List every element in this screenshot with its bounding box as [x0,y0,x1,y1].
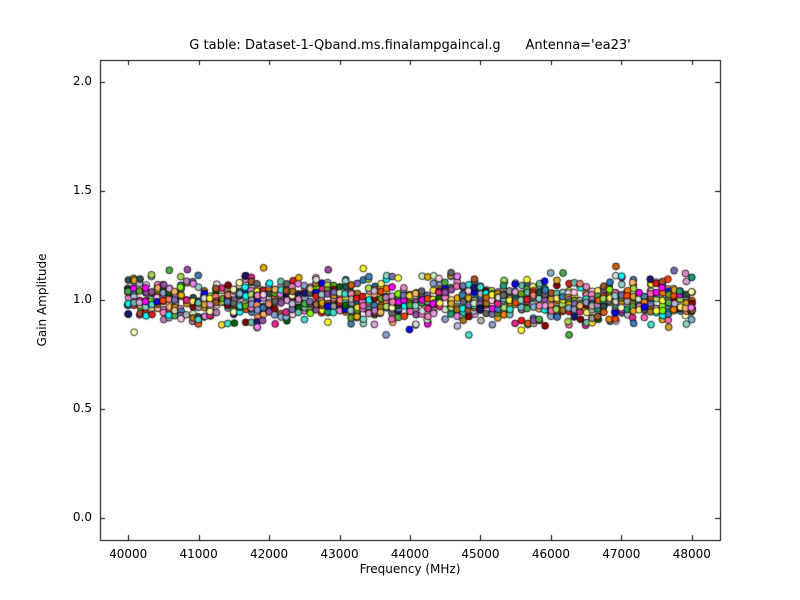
x-tick-label: 46000 [531,547,570,561]
y-tick-label: 0.5 [72,401,92,416]
x-tick-label: 42000 [249,547,289,561]
y-tick-label: 0.0 [72,510,92,525]
y-tick-label: 1.5 [72,182,92,197]
x-tick-label: 43000 [320,547,359,561]
y-tick-label: 1.0 [72,292,92,306]
y-tick-label: 2.0 [72,73,92,88]
y-axis-label: Gain Amplitude [35,253,49,347]
x-axis-label: Frequency (MHz) [359,562,461,576]
x-tick-label: 45000 [461,547,500,561]
x-tick-label: 40000 [109,547,148,561]
x-tick-label: 41000 [179,547,218,561]
x-tick-label: 48000 [672,547,711,561]
x-tick-label: 44000 [390,547,430,561]
x-tick-label: 47000 [602,547,641,561]
chart-title: G table: Dataset-1-Qband.ms.finalampgain… [189,38,631,53]
